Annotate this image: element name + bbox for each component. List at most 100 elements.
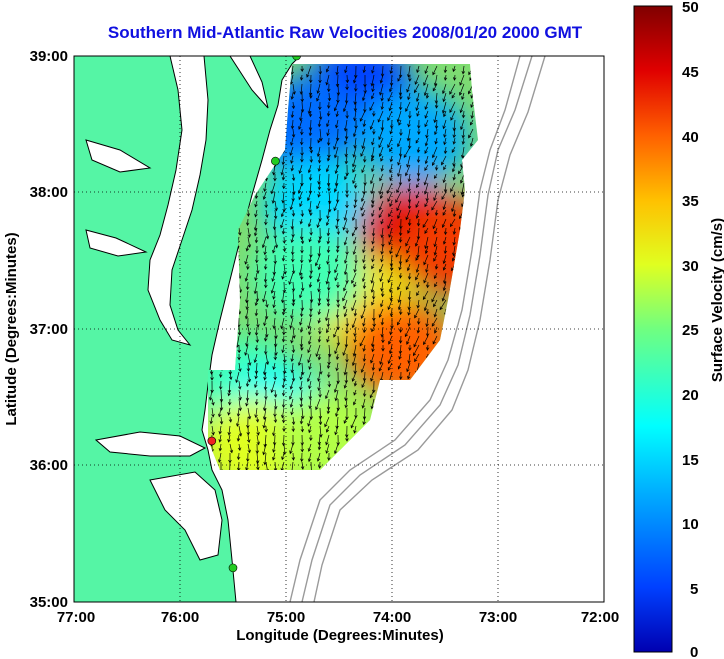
velocity-arrow [442, 236, 447, 245]
velocity-arrow [361, 380, 366, 388]
velocity-arrow [307, 344, 312, 354]
map-title: Southern Mid-Atlantic Raw Velocities 200… [108, 23, 583, 42]
velocity-arrow [441, 290, 447, 302]
velocity-arrow [307, 353, 312, 364]
velocity-arrow [334, 254, 339, 263]
velocity-arrow [300, 344, 304, 351]
velocity-arrow [263, 335, 268, 342]
velocity-arrow [209, 416, 214, 425]
velocity-arrow [371, 209, 375, 218]
velocity-arrow [325, 443, 330, 454]
velocity-arrow [362, 254, 366, 264]
velocity-arrow [417, 128, 421, 135]
velocity-arrow [416, 281, 420, 289]
velocity-arrow [443, 146, 448, 155]
velocity-arrow [298, 263, 303, 277]
velocity-arrow [300, 461, 305, 470]
velocity-arrow [317, 164, 322, 172]
velocity-arrow [342, 290, 348, 302]
velocity-arrow [326, 335, 330, 343]
velocity-arrow [343, 263, 348, 276]
velocity-arrow [307, 101, 312, 115]
velocity-arrow [451, 146, 456, 153]
velocity-arrow [210, 372, 214, 381]
velocity-arrow [281, 452, 285, 461]
velocity-arrow [352, 146, 357, 158]
velocity-arrow [298, 191, 303, 201]
velocity-arrow [379, 263, 384, 273]
velocity-arrow [353, 335, 357, 344]
velocity-arrow [405, 281, 411, 291]
velocity-arrow [362, 245, 366, 254]
velocity-arrow [299, 83, 303, 95]
velocity-arrow [245, 281, 250, 291]
velocity-arrow [387, 92, 393, 102]
velocity-arrow [408, 344, 412, 352]
velocity-arrow [378, 362, 384, 372]
velocity-arrow [256, 263, 260, 274]
velocity-arrow [245, 335, 249, 347]
velocity-arrow [308, 389, 313, 400]
velocity-arrow [460, 146, 465, 159]
velocity-arrow [371, 326, 375, 333]
velocity-arrow [424, 155, 429, 165]
velocity-arrow [280, 290, 285, 304]
velocity-arrow [262, 407, 267, 421]
velocity-arrow [306, 65, 312, 78]
velocity-arrow [244, 254, 249, 265]
velocity-arrow [452, 245, 456, 257]
velocity-arrow [344, 389, 348, 402]
velocity-arrow [434, 92, 439, 104]
velocity-arrow [327, 263, 331, 275]
velocity-arrow [416, 65, 420, 74]
velocity-arrow [219, 416, 224, 425]
velocity-arrow [308, 173, 313, 181]
velocity-arrow [335, 110, 339, 118]
velocity-arrow [370, 272, 375, 284]
velocity-arrow [254, 200, 258, 208]
velocity-arrow [308, 128, 313, 137]
velocity-arrow [336, 281, 340, 289]
velocity-arrow [218, 434, 222, 443]
velocity-arrow [263, 272, 268, 283]
velocity-arrow [353, 308, 358, 317]
velocity-arrow [317, 173, 321, 185]
velocity-arrow [361, 137, 366, 150]
velocity-arrow [441, 83, 447, 95]
velocity-arrow [345, 272, 349, 284]
velocity-arrow [423, 74, 429, 86]
velocity-arrow [218, 380, 223, 390]
velocity-arrow [306, 371, 312, 383]
velocity-arrow [415, 137, 420, 144]
velocity-arrow [406, 83, 411, 93]
velocity-arrow [433, 308, 438, 318]
velocity-arrow [413, 344, 420, 357]
velocity-arrow [395, 245, 402, 258]
velocity-arrow [336, 335, 341, 347]
velocity-arrow [352, 290, 357, 299]
velocity-arrow [370, 398, 375, 410]
velocity-arrow [380, 227, 384, 239]
velocity-arrow [326, 209, 330, 220]
velocity-arrow [280, 317, 285, 330]
velocity-arrow [407, 92, 411, 101]
velocity-arrow [362, 353, 367, 363]
velocity-arrow [397, 74, 402, 82]
velocity-arrow [399, 308, 403, 316]
velocity-arrow [407, 173, 412, 183]
velocity-arrow [461, 65, 466, 75]
velocity-arrow [397, 137, 402, 148]
velocity-arrow [309, 290, 314, 303]
velocity-arrow [451, 254, 456, 262]
velocity-arrow [343, 209, 348, 221]
velocity-arrow [424, 236, 429, 250]
velocity-arrow [317, 281, 321, 293]
velocity-arrow [307, 335, 312, 345]
velocity-arrow [380, 317, 385, 326]
velocity-arrow [452, 65, 456, 73]
velocity-arrow [443, 227, 448, 236]
velocity-arrow [371, 155, 375, 162]
velocity-arrow [316, 218, 321, 229]
velocity-arrow [281, 380, 286, 389]
velocity-arrow [325, 65, 330, 73]
